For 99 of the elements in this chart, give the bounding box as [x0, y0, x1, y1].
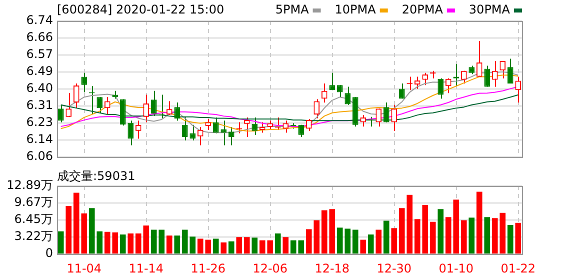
bar [236, 237, 242, 254]
y-tick-label: 9.67万 [14, 195, 53, 210]
candlestick [398, 83, 405, 100]
candlestick [174, 102, 180, 122]
candlestick [368, 116, 374, 127]
y-tick-label: 12.89万 [6, 178, 53, 192]
bar [166, 236, 172, 254]
y-tick-label: 6.49 [26, 64, 53, 78]
bar [66, 206, 72, 254]
candlestick [104, 96, 110, 115]
candlestick [66, 92, 72, 118]
candlestick [120, 98, 126, 126]
candlestick [267, 120, 274, 131]
candlestick [150, 90, 157, 117]
x-tick-label: 12-06 [252, 261, 288, 276]
bar [58, 231, 64, 254]
legend-label: 30PMA [468, 2, 511, 17]
bar [460, 220, 467, 254]
bar [468, 218, 475, 254]
x-tick-label: 11-14 [128, 261, 164, 276]
y-tick-label: 6.40 [26, 81, 53, 96]
candlestick [128, 120, 134, 146]
chart-title: [600284] 2020-01-22 15:00 [57, 2, 224, 17]
x-tick-label: 11-26 [190, 261, 226, 276]
bar [128, 233, 134, 254]
bar [120, 234, 126, 254]
candlestick [252, 116, 258, 136]
candlestick [344, 86, 351, 106]
candlestick [484, 65, 490, 88]
candlestick [445, 78, 452, 94]
candlestick [329, 72, 336, 91]
bar [252, 238, 258, 254]
bar [360, 240, 366, 254]
candlestick [414, 76, 420, 90]
candlestick [143, 94, 150, 123]
bar [507, 224, 514, 254]
bar [174, 236, 180, 254]
x-tick-label: 11-04 [66, 261, 102, 276]
y-tick-label: 6.14 [26, 132, 53, 146]
bar [430, 222, 436, 254]
legend-label: 10PMA [334, 2, 377, 17]
candlestick [476, 40, 482, 78]
bar [376, 230, 382, 254]
candlestick [314, 98, 320, 119]
candlestick [438, 78, 444, 100]
candlestick [376, 108, 382, 127]
candlestick [298, 124, 304, 138]
y-tick-label: 3.22万 [14, 229, 53, 244]
candlestick [360, 114, 366, 127]
bar [282, 237, 289, 254]
bar [220, 242, 227, 254]
bar [274, 233, 281, 254]
bar [476, 192, 482, 254]
bar [438, 209, 444, 254]
bar [484, 217, 490, 254]
x-tick-label: 01-22 [500, 261, 536, 276]
candlestick [422, 72, 428, 86]
candlestick [73, 83, 80, 109]
y-tick-label: 6.31 [26, 98, 53, 112]
candlestick [135, 120, 142, 140]
x-tick-label: 12-18 [314, 261, 350, 276]
legend-label: 20PMA [402, 2, 444, 17]
bar [244, 237, 250, 254]
y-tick-label: 6.74 [26, 13, 53, 28]
candlestick [383, 102, 390, 123]
candlestick [244, 116, 250, 138]
x-tick-label: 12-30 [376, 261, 412, 276]
y-tick-label: 6.45万 [14, 212, 53, 226]
candlestick [507, 58, 514, 84]
candlestick [492, 60, 498, 88]
candlestick [259, 122, 266, 134]
y-tick-label: 6.66 [26, 30, 53, 44]
candlestick [212, 116, 219, 134]
candlestick [220, 120, 227, 146]
legend-label: 5PMA [275, 2, 310, 17]
candlestick [166, 100, 172, 116]
candlestick [197, 126, 204, 146]
candlestick [96, 96, 103, 114]
chart-title: 成交量:59031 [57, 169, 136, 184]
y-tick-label: 6.06 [26, 148, 53, 163]
bar [352, 230, 358, 254]
candlestick [190, 124, 196, 141]
candlestick [391, 104, 398, 132]
candlestick [515, 76, 522, 103]
x-tick-label: 01-10 [438, 261, 474, 276]
candlestick [81, 72, 88, 93]
candlestick [182, 116, 188, 141]
bar [383, 220, 390, 254]
candlestick [228, 126, 234, 146]
bar [228, 241, 234, 254]
y-tick-label: 6.57 [26, 47, 53, 62]
candlestick [58, 104, 64, 123]
y-tick-label: 0 [45, 246, 53, 260]
y-tick-label: 6.23 [26, 114, 53, 129]
bar [515, 222, 522, 254]
bar [368, 234, 374, 254]
bar [391, 228, 398, 254]
bar [212, 238, 219, 254]
candlestick [282, 120, 289, 134]
